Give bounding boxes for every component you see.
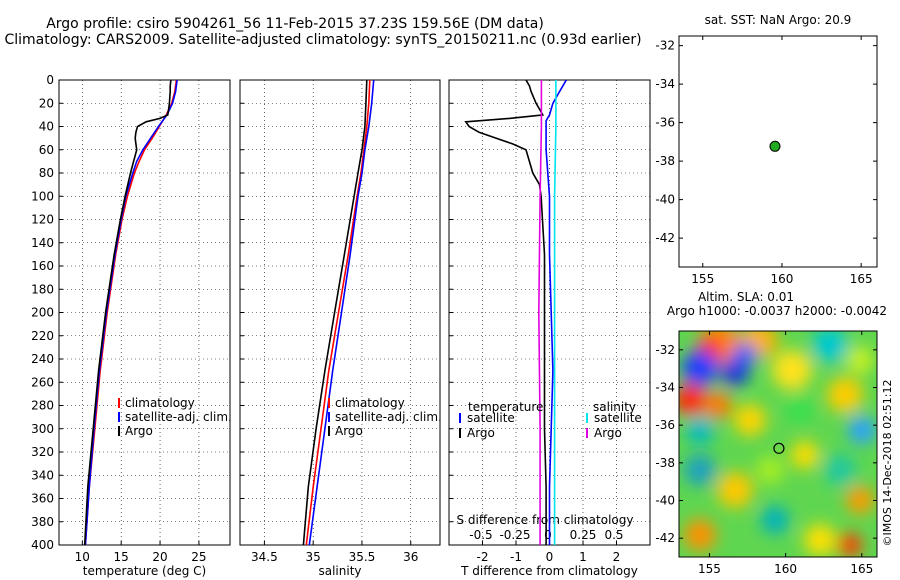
difference-series-salinity-satellite (553, 80, 557, 545)
title-line-2: Climatology: CARS2009. Satellite-adjuste… (4, 32, 641, 48)
depth-tick-label: 240 (31, 352, 54, 366)
depth-tick-label: 200 (31, 306, 54, 320)
difference-xlabel-top: S difference from climatology (457, 513, 634, 527)
temperature-xtick-label: 10 (75, 550, 90, 564)
depth-tick-label: 380 (31, 515, 54, 529)
difference-series-temperature-satellite (545, 79, 567, 545)
salinity-legend-label: satellite-adj. clim. (335, 410, 442, 424)
temperature-xtick-label: 20 (152, 550, 167, 564)
temperature-xtick-label: 15 (114, 550, 129, 564)
difference-legend-label: Argo (594, 426, 622, 440)
sla_map-title: Altim. SLA: 0.01 (698, 290, 794, 304)
sla_map-ytick-label: -32 (655, 343, 675, 357)
difference-s-tick-label: 0.25 (570, 528, 597, 542)
salinity-series-climatology (305, 79, 371, 546)
sla_map-ytick-label: -36 (655, 418, 675, 432)
temperature-legend-label: Argo (125, 424, 153, 438)
difference-xtick-label: 2 (613, 550, 621, 564)
difference-xtick-label: -2 (477, 550, 489, 564)
sst-float-marker (769, 140, 781, 152)
salinity-legend-label: climatology (335, 396, 405, 410)
temperature-legend-label: climatology (125, 396, 195, 410)
sst_map-ytick-label: -36 (655, 116, 675, 130)
sla_map-ytick-label: -42 (655, 531, 675, 545)
salinity-legend-label: Argo (335, 424, 363, 438)
difference-legend-label: satellite (467, 411, 515, 425)
salinity-xtick-label: 36 (403, 550, 418, 564)
depth-tick-label: 40 (39, 120, 54, 134)
salinity-xlabel: salinity (318, 564, 361, 578)
depth-tick-label: 320 (31, 445, 54, 459)
depth-tick-label: 0 (46, 73, 54, 87)
difference-xlabel: T difference from climatology (460, 564, 638, 578)
difference-series-temperature-argo (464, 79, 547, 545)
difference-legend-label: satellite (594, 411, 642, 425)
depth-tick-label: 280 (31, 399, 54, 413)
temperature-series-argo (83, 79, 172, 546)
salinity-xtick-label: 35.5 (349, 550, 376, 564)
sst_map-ytick-label: -40 (655, 193, 675, 207)
difference-s-tick-label: -0.5 (469, 528, 492, 542)
difference-xtick-label: -1 (510, 550, 522, 564)
difference-legend-title: temperature (468, 400, 543, 414)
temperature-xlabel: temperature (deg C) (83, 564, 206, 578)
difference-xtick-label: 1 (579, 550, 587, 564)
sla-float-marker (773, 442, 785, 454)
temperature-legend-label: satellite-adj. clim. (125, 410, 232, 424)
difference-s-tick-label: 0.5 (604, 528, 623, 542)
sla_map-ytick-label: -40 (655, 494, 675, 508)
sst_map-xtick-label: 160 (771, 272, 794, 286)
copyright-label: ©IMOS 14-Dec-2018 02:51:12 (881, 380, 894, 547)
sst_map-ytick-label: -38 (655, 154, 675, 168)
sla_map-ytick-label: -38 (655, 456, 675, 470)
temperature-xtick-label: 25 (191, 550, 206, 564)
depth-tick-label: 300 (31, 422, 54, 436)
salinity-series-satellite-adj-clim- (308, 79, 375, 546)
sla_map-ytick-label: -34 (655, 381, 675, 395)
sst_map-xtick-label: 165 (850, 272, 873, 286)
depth-tick-label: 400 (31, 538, 54, 552)
depth-tick-label: 340 (31, 468, 54, 482)
difference-xtick-label: 0 (546, 550, 554, 564)
sst_map-ytick-label: -32 (655, 39, 675, 53)
difference-legend-title: salinity (593, 400, 636, 414)
difference-series-salinity-argo (537, 80, 543, 545)
depth-tick-label: 60 (39, 143, 54, 157)
sla_map-xtick-label: 160 (774, 562, 797, 576)
depth-tick-label: 140 (31, 236, 54, 250)
sst_map-ytick-label: -42 (655, 231, 675, 245)
sst_map-title: sat. SST: NaN Argo: 20.9 (705, 13, 852, 27)
sla_map-xtick-label: 165 (850, 562, 873, 576)
salinity-xtick-label: 35 (306, 550, 321, 564)
sst_map-xtick-label: 155 (691, 272, 714, 286)
sst_map-ytick-label: -34 (655, 77, 675, 91)
sla_map-xtick-label: 155 (698, 562, 721, 576)
depth-tick-label: 160 (31, 259, 54, 273)
depth-tick-label: 120 (31, 213, 54, 227)
title-line-1: Argo profile: csiro 5904261_56 11-Feb-20… (46, 16, 544, 32)
sla_map-frame (678, 330, 878, 558)
sla_map-title: Argo h1000: -0.0037 h2000: -0.0042 (667, 304, 887, 318)
salinity-series-argo (302, 79, 368, 546)
sla-heatmap (679, 331, 877, 557)
difference-legend-label: Argo (467, 426, 495, 440)
depth-tick-label: 220 (31, 329, 54, 343)
depth-tick-label: 100 (31, 189, 54, 203)
depth-tick-label: 180 (31, 282, 54, 296)
difference-s-tick-label: 0 (544, 528, 552, 542)
panels (58, 35, 878, 558)
depth-tick-label: 20 (39, 96, 54, 110)
salinity-xtick-label: 34.5 (251, 550, 278, 564)
depth-tick-label: 360 (31, 492, 54, 506)
depth-tick-label: 260 (31, 375, 54, 389)
depth-tick-label: 80 (39, 166, 54, 180)
difference-s-tick-label: -0.25 (499, 528, 530, 542)
sst_map-frame (678, 35, 878, 268)
